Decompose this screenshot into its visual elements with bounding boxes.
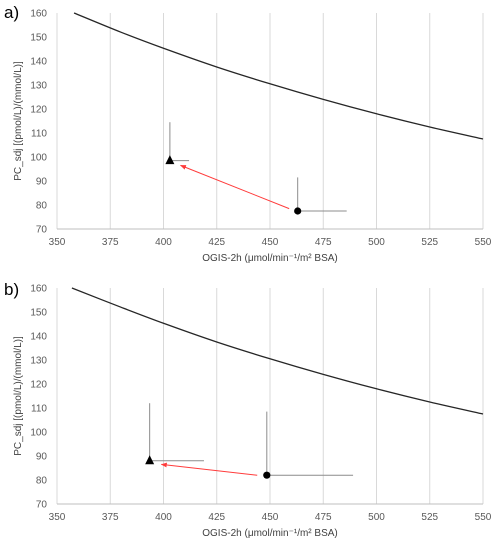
x-tick-label: 375	[102, 512, 119, 523]
x-tick-label: 350	[49, 237, 66, 248]
y-tick-label: 130	[30, 356, 47, 367]
model-curve	[71, 287, 484, 415]
y-tick-label: 100	[30, 153, 47, 164]
x-tick-label: 350	[49, 512, 66, 523]
x-tick-label: 400	[155, 512, 172, 523]
x-tick-label: 450	[262, 237, 279, 248]
x-axis-label: OGIS-2h (μmol/min⁻¹/m² BSA)	[202, 253, 338, 264]
panel-label-a: a)	[4, 3, 20, 22]
x-tick-label: 425	[208, 512, 225, 523]
chart-panel-a: a) 350 375 400 425 450 475 500 525 550 70 80 90 100 1…	[4, 3, 492, 265]
x-tick-label: 400	[155, 237, 172, 248]
x-tick-label: 500	[368, 512, 385, 523]
y-tick-label: 120	[30, 105, 47, 116]
y-axis-label: PC_sdj [(pmol/L)/(mmol/L)]	[13, 61, 24, 181]
y-tick-label: 160	[30, 9, 47, 20]
x-tick-label: 475	[315, 237, 332, 248]
x-axis-label: OGIS-2h (μmol/min⁻¹/m² BSA)	[202, 528, 338, 539]
data-point-triangle	[165, 155, 175, 165]
x-tick-label: 425	[208, 237, 225, 248]
x-tick-label: 375	[102, 237, 119, 248]
change-arrow	[179, 164, 290, 210]
y-tick-label: 100	[30, 428, 47, 439]
x-tick-label: 525	[421, 237, 438, 248]
y-tick-label: 70	[36, 500, 48, 511]
data-point-circle	[263, 471, 271, 479]
x-tick-label: 550	[475, 237, 492, 248]
data-point-triangle	[145, 455, 155, 465]
change-arrow	[160, 462, 258, 476]
chart-a: 350 375 400 425 450 475 500 525 550 70 80 90 100 110 1…	[13, 9, 492, 265]
data-point-circle	[294, 207, 302, 215]
y-axis-label: PC_sdj [(pmol/L)/(mmol/L)]	[13, 336, 24, 456]
y-tick-label: 80	[36, 201, 48, 212]
y-tick-label: 110	[31, 404, 47, 415]
y-tick-label: 140	[30, 332, 47, 343]
chart-panel-b: b) 350 375 400 425 450 475 500 525 550 70 80 90 100 1…	[0, 275, 496, 550]
y-tick-label: 140	[30, 57, 47, 68]
y-tick-label: 80	[36, 476, 48, 487]
x-tick-label: 475	[315, 512, 332, 523]
x-tick-label: 550	[475, 512, 492, 523]
panel-label-b: b)	[4, 280, 20, 299]
x-tick-label: 525	[421, 512, 438, 523]
chart-b: 350 375 400 425 450 475 500 525 550 70 80 90 100 110 1…	[13, 284, 492, 540]
y-tick-label: 70	[36, 225, 48, 236]
y-tick-label: 90	[36, 177, 48, 188]
y-tick-label: 150	[30, 33, 47, 44]
y-tick-label: 130	[30, 81, 47, 92]
y-tick-label: 150	[30, 308, 47, 319]
model-curve	[73, 12, 484, 140]
x-tick-label: 500	[368, 237, 385, 248]
y-tick-label: 120	[30, 380, 47, 391]
y-tick-label: 90	[36, 452, 48, 463]
y-tick-label: 110	[31, 129, 47, 140]
x-tick-label: 450	[262, 512, 279, 523]
y-tick-label: 160	[30, 284, 47, 295]
